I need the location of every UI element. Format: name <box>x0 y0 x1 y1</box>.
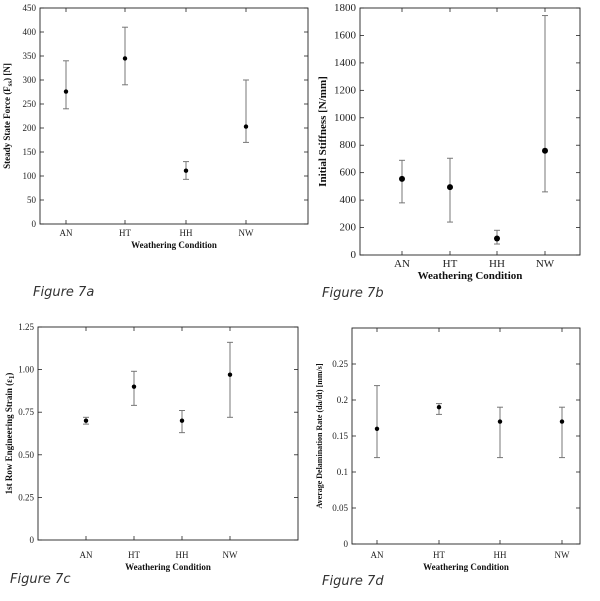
x-tick-label: HH <box>489 258 505 270</box>
y-tick-label: 150 <box>23 147 37 157</box>
x-tick-label: HT <box>119 228 131 238</box>
x-tick-label: NW <box>223 550 238 560</box>
data-point <box>63 89 69 94</box>
y-tick-label: 400 <box>23 27 37 37</box>
data-point <box>542 147 548 154</box>
y-tick-label: 0 <box>30 535 35 545</box>
x-tick-label: NW <box>239 228 254 238</box>
y-tick-label: 50 <box>27 195 37 205</box>
x-tick-label: HH <box>176 550 189 560</box>
x-tick-label: HT <box>128 550 140 560</box>
y-tick-label: 200 <box>340 222 357 234</box>
data-point <box>399 175 405 182</box>
y-tick-label: 1.25 <box>18 322 34 332</box>
y-tick-label: 300 <box>23 75 37 85</box>
y-tick-label: 1200 <box>334 84 357 96</box>
plot-frame <box>39 7 309 225</box>
figure-caption-7b: Figure 7b <box>322 286 384 301</box>
y-tick-label: 0.75 <box>18 407 34 417</box>
x-tick-label: AN <box>60 228 73 238</box>
y-tick-label: 0.50 <box>18 450 34 460</box>
y-tick-label: 0 <box>344 539 349 549</box>
x-axis-label: Weathering Condition <box>131 240 217 250</box>
y-tick-label: 0.15 <box>332 431 348 441</box>
x-axis-label: Weathering Condition <box>423 562 509 572</box>
x-tick-label: HH <box>180 228 193 238</box>
data-point <box>122 56 128 61</box>
data-point <box>83 418 89 423</box>
y-tick-label: 1000 <box>334 112 357 124</box>
y-tick-label: 1.00 <box>18 365 34 375</box>
plot-frame <box>359 7 581 256</box>
y-axis-label: Average Delamination Rate (da/dt) [mm/s] <box>315 363 324 508</box>
data-point <box>436 405 442 410</box>
x-tick-label: AN <box>371 550 384 560</box>
data-point <box>497 419 503 424</box>
y-axis-label: Steady State Force (Fss) [N] <box>2 63 14 169</box>
x-axis-label: Weathering Condition <box>125 562 211 572</box>
x-tick-label: AN <box>80 550 93 560</box>
y-axis-label: 1st Row Engineering Strain (ε1) <box>4 373 16 495</box>
x-tick-label: AN <box>394 258 410 270</box>
y-tick-label: 600 <box>340 167 357 179</box>
y-tick-label: 1400 <box>334 57 357 69</box>
plot-frame <box>351 327 581 545</box>
data-point <box>243 124 249 129</box>
data-point <box>179 418 185 423</box>
y-tick-label: 350 <box>23 51 37 61</box>
y-tick-label: 1600 <box>334 29 357 41</box>
y-tick-label: 200 <box>23 123 37 133</box>
y-tick-label: 0 <box>351 249 357 261</box>
x-axis-label: Weathering Condition <box>418 270 523 282</box>
data-point <box>494 235 500 242</box>
y-tick-label: 250 <box>23 99 37 109</box>
data-point <box>559 419 565 424</box>
x-tick-label: NW <box>555 550 570 560</box>
figure-caption-7c: Figure 7c <box>10 572 71 587</box>
plot-frame <box>37 326 299 541</box>
y-tick-label: 0.05 <box>332 503 348 513</box>
data-point <box>227 372 233 377</box>
figure-caption-7d: Figure 7d <box>322 574 384 589</box>
data-point <box>447 184 453 191</box>
x-tick-label: HH <box>494 550 507 560</box>
y-tick-label: 1800 <box>334 2 357 14</box>
y-tick-label: 450 <box>23 3 37 13</box>
y-tick-label: 0.1 <box>337 467 348 477</box>
y-tick-label: 0 <box>32 219 37 229</box>
x-tick-label: HT <box>433 550 445 560</box>
data-point <box>374 426 380 431</box>
x-tick-label: HT <box>443 258 458 270</box>
y-tick-label: 800 <box>340 139 357 151</box>
data-point <box>183 168 189 173</box>
y-tick-label: 100 <box>23 171 37 181</box>
x-tick-label: NW <box>536 258 555 270</box>
y-tick-label: 0.25 <box>332 359 348 369</box>
data-point <box>131 384 137 389</box>
y-tick-label: 400 <box>340 194 357 206</box>
figure-caption-7a: Figure 7a <box>33 285 95 300</box>
y-tick-label: 0.2 <box>337 395 348 405</box>
y-axis-label: Initial Stiffness [N/mm] <box>317 76 329 187</box>
y-tick-label: 0.25 <box>18 492 34 502</box>
